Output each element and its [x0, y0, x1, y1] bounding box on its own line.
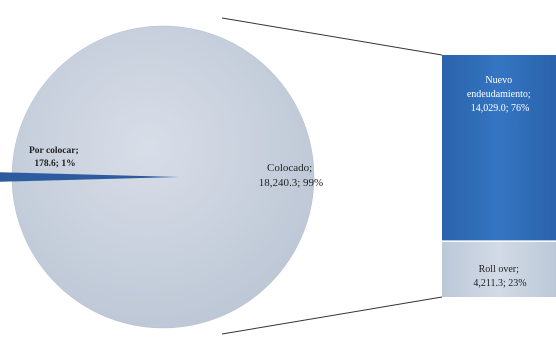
connector-lines [221, 17, 443, 335]
label-por-colocar: Por colocar; 178.6; 1% [29, 146, 81, 169]
connector-line-top [221, 17, 443, 56]
bar-segment-roll-over [442, 241, 556, 297]
connector-line-bottom [221, 296, 443, 335]
label-colocado: Colocado; 18,240.3; 99% [259, 162, 323, 189]
stacked-bar [442, 55, 556, 297]
label-nuevo-endeudamiento: Nuevo endeudamiento; 14,029.0; 76% [467, 75, 533, 114]
pie-slice-por-colocar [0, 172, 179, 182]
bar-segment-nuevo-endeudamiento [442, 55, 556, 242]
pie [0, 25, 315, 329]
label-roll-over: Roll over; 4,211.3; 23% [473, 264, 526, 289]
